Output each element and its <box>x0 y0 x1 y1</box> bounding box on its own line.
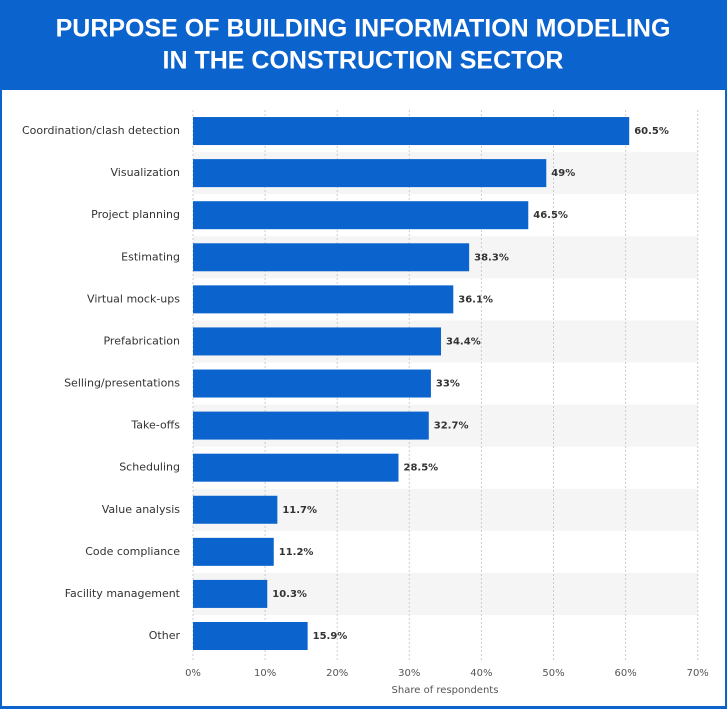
value-label: 34.4% <box>446 336 481 347</box>
x-tick-label: 20% <box>326 668 348 679</box>
value-label: 60.5% <box>634 126 669 137</box>
x-tick-label: 60% <box>614 668 636 679</box>
bar <box>193 411 429 440</box>
bar <box>193 453 399 482</box>
value-label: 49% <box>551 168 575 179</box>
y-tick-label: Code compliance <box>85 545 180 558</box>
x-tick-label: 70% <box>687 668 709 679</box>
y-tick-label: Other <box>149 629 181 642</box>
value-label: 38.3% <box>474 252 509 263</box>
value-label: 11.2% <box>279 547 314 558</box>
value-label: 36.1% <box>458 294 493 305</box>
y-tick-label: Take-offs <box>130 419 180 432</box>
y-tick-label: Coordination/clash detection <box>22 124 180 137</box>
y-tick-label: Scheduling <box>119 461 180 474</box>
x-tick-label: 50% <box>542 668 564 679</box>
value-label: 33% <box>436 379 460 390</box>
bar <box>193 201 529 230</box>
bar <box>193 579 268 608</box>
chart-title: PURPOSE OF BUILDING INFORMATION MODELING <box>56 15 671 43</box>
y-tick-label: Estimating <box>121 250 180 263</box>
value-label: 15.9% <box>313 631 348 642</box>
x-tick-label: 0% <box>185 668 201 679</box>
bar <box>193 495 278 524</box>
x-tick-label: 10% <box>254 668 276 679</box>
y-tick-label: Selling/presentations <box>64 377 180 390</box>
x-axis-title: Share of respondents <box>392 685 499 696</box>
value-label: 28.5% <box>403 463 438 474</box>
row-band <box>193 572 698 615</box>
y-tick-label: Virtual mock-ups <box>87 292 180 305</box>
bar <box>193 243 470 272</box>
x-tick-label: 30% <box>398 668 420 679</box>
chart-title: IN THE CONSTRUCTION SECTOR <box>163 47 564 75</box>
bar <box>193 327 442 356</box>
bar <box>193 285 454 314</box>
x-tick-label: 40% <box>470 668 492 679</box>
bar <box>193 622 308 650</box>
y-tick-label: Visualization <box>111 166 181 179</box>
bar <box>193 369 431 398</box>
value-label: 10.3% <box>272 589 307 600</box>
value-label: 46.5% <box>533 210 568 221</box>
y-tick-label: Project planning <box>91 208 180 221</box>
y-tick-label: Value analysis <box>102 503 181 516</box>
bar <box>193 117 630 146</box>
bar <box>193 159 547 188</box>
value-label: 32.7% <box>434 421 469 432</box>
bar <box>193 537 274 566</box>
y-tick-label: Prefabrication <box>103 334 180 347</box>
value-label: 11.7% <box>282 505 317 516</box>
y-tick-label: Facility management <box>65 587 181 600</box>
